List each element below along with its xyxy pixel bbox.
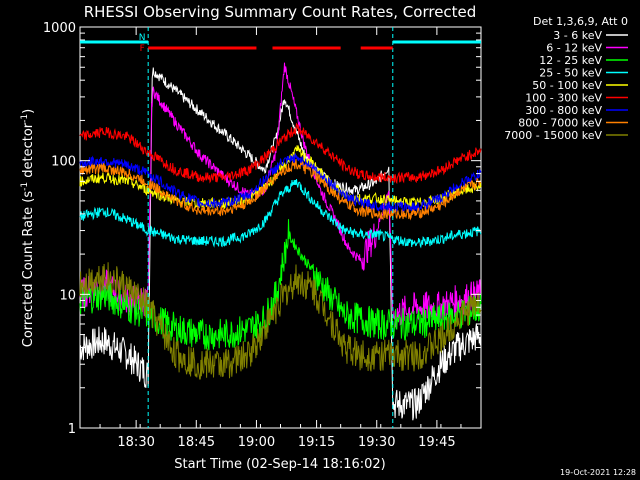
timestamp: 19-Oct-2021 12:28 bbox=[560, 468, 636, 477]
flag-label-F: F bbox=[140, 44, 145, 54]
series-line-2 bbox=[79, 62, 482, 328]
series-line-9 bbox=[79, 262, 482, 380]
y-axis-label-main: Corrected Count Rate (s bbox=[21, 191, 36, 348]
series-line-5 bbox=[79, 144, 482, 210]
x-tick-label-4: 19:15 bbox=[298, 435, 335, 450]
series-line-1 bbox=[79, 67, 482, 421]
y-axis-label-mid: detector bbox=[21, 122, 36, 182]
flag-label-N: N bbox=[139, 33, 146, 43]
legend-label-2: 6 - 12 keV bbox=[546, 42, 602, 55]
chart-title: RHESSI Observing Summary Count Rates, Co… bbox=[84, 3, 477, 21]
y-tick-label-3: 100 bbox=[51, 155, 76, 170]
axis-layer: 18:30 18:45 19:00 19:15 19:30 19:45 1 10 100 1000 bbox=[43, 21, 482, 450]
y-tick-label-1: 1 bbox=[68, 422, 76, 437]
flag-layer: FN bbox=[80, 27, 481, 428]
legend-title: Det 1,3,6,9, Att 0 bbox=[533, 15, 628, 28]
series-line-7 bbox=[79, 153, 482, 214]
x-tick-label-6: 19:45 bbox=[418, 435, 455, 450]
x-tick-label-2: 18:45 bbox=[178, 435, 215, 450]
legend-label-1: 3 - 6 keV bbox=[553, 29, 602, 42]
y-axis-label-end: ) bbox=[21, 109, 36, 114]
legend-label-4: 25 - 50 keV bbox=[539, 67, 602, 80]
legend-label-8: 800 - 7000 keV bbox=[518, 117, 602, 130]
series-line-6 bbox=[79, 122, 482, 185]
legend-label-3: 12 - 25 keV bbox=[539, 54, 602, 67]
series-line-4 bbox=[79, 178, 482, 249]
x-tick-label-5: 19:30 bbox=[358, 435, 395, 450]
y-axis-label: Corrected Count Rate (s-1 detector-1) bbox=[20, 109, 36, 347]
x-tick-label-1: 18:30 bbox=[117, 435, 154, 450]
legend-label-9: 7000 - 15000 keV bbox=[504, 129, 602, 142]
x-axis-label: Start Time (02-Sep-14 18:16:02) bbox=[174, 457, 385, 472]
legend-label-7: 300 - 800 keV bbox=[525, 104, 602, 117]
series-line-8 bbox=[79, 159, 482, 221]
series-layer bbox=[79, 62, 482, 421]
y-tick-label-4: 1000 bbox=[43, 21, 76, 36]
y-axis-label-exp1: -1 bbox=[20, 182, 30, 191]
legend-label-6: 100 - 300 keV bbox=[525, 92, 602, 105]
y-tick-label-2: 10 bbox=[59, 288, 76, 303]
x-tick-label-3: 19:00 bbox=[238, 435, 275, 450]
legend-label-5: 50 - 100 keV bbox=[532, 79, 602, 92]
y-axis-label-exp2: -1 bbox=[20, 114, 30, 123]
series-line-3 bbox=[79, 219, 482, 351]
